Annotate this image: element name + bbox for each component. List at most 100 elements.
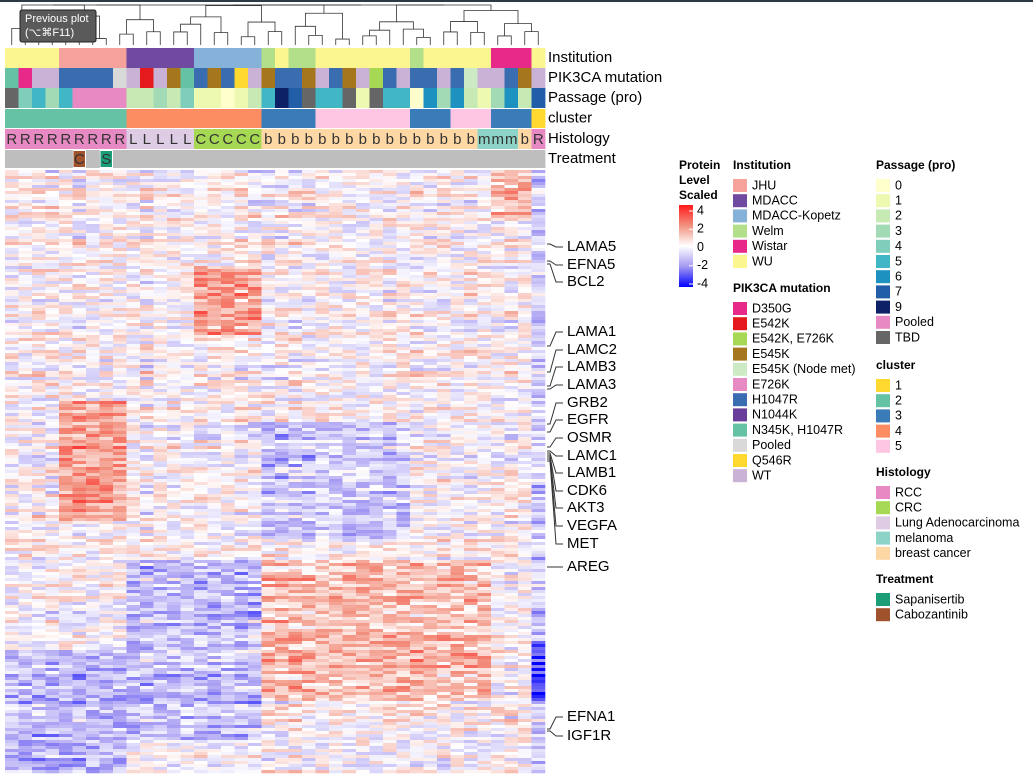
- heatmap-cell: [383, 191, 397, 195]
- heatmap-cell: [5, 407, 19, 411]
- heatmap-cell: [504, 356, 519, 360]
- heatmap-cell: [126, 323, 141, 327]
- heatmap-cell: [342, 398, 357, 402]
- heatmap-cell: [275, 179, 289, 183]
- heatmap-cell: [531, 251, 546, 255]
- heatmap-cell: [180, 308, 195, 312]
- heatmap-cell: [288, 224, 303, 228]
- heatmap-cell: [531, 287, 546, 291]
- heatmap-cell: [477, 278, 492, 282]
- heatmap-cell: [437, 533, 451, 537]
- heatmap-cell: [464, 215, 478, 219]
- heatmap-cell: [423, 392, 438, 396]
- heatmap-cell: [126, 272, 141, 276]
- heatmap-cell: [180, 248, 195, 252]
- heatmap-cell: [491, 299, 505, 303]
- heatmap-cell: [383, 416, 397, 420]
- heatmap-cell: [72, 524, 87, 528]
- heatmap-cell: [302, 368, 316, 372]
- heatmap-cell: [410, 437, 424, 441]
- heatmap-cell: [18, 356, 33, 360]
- heatmap-cell: [180, 230, 195, 234]
- heatmap-cell: [207, 230, 222, 234]
- heatmap-cell: [464, 266, 478, 270]
- heatmap-cell: [261, 227, 276, 231]
- heatmap-cell: [32, 173, 46, 177]
- heatmap-cell: [504, 518, 519, 522]
- heatmap-cell: [248, 446, 262, 450]
- heatmap-cell: [140, 281, 154, 285]
- heatmap-cell: [342, 440, 357, 444]
- heatmap-cell: [140, 311, 154, 315]
- heatmap-cell: [491, 434, 505, 438]
- heatmap-cell: [491, 536, 505, 540]
- heatmap-cell: [315, 374, 330, 378]
- heatmap-cell: [464, 431, 478, 435]
- heatmap-cell: [261, 173, 276, 177]
- heatmap-cell: [437, 296, 451, 300]
- heatmap-cell: [72, 221, 87, 225]
- heatmap-cell: [342, 227, 357, 231]
- heatmap-cell: [531, 494, 546, 498]
- heatmap-cell: [248, 287, 262, 291]
- heatmap-cell: [288, 275, 303, 279]
- heatmap-cell: [207, 245, 222, 249]
- heatmap-cell: [464, 482, 478, 486]
- heatmap-cell: [383, 182, 397, 186]
- heatmap-cell: [113, 479, 127, 483]
- heatmap-cell: [504, 260, 519, 264]
- heatmap-cell: [410, 356, 424, 360]
- heatmap-cell: [477, 323, 492, 327]
- heatmap-cell: [72, 269, 87, 273]
- heatmap-cell: [180, 455, 195, 459]
- heatmap-cell: [45, 410, 60, 414]
- heatmap-cell: [5, 374, 19, 378]
- heatmap-cell: [302, 170, 316, 174]
- heatmap-cell: [194, 317, 208, 321]
- heatmap-cell: [72, 191, 87, 195]
- heatmap-cell: [518, 308, 532, 312]
- heatmap-cell: [369, 461, 384, 465]
- heatmap-cell: [504, 395, 519, 399]
- heatmap-cell: [261, 194, 276, 198]
- heatmap-cell: [234, 374, 249, 378]
- heatmap-cell: [302, 410, 316, 414]
- heatmap-cell: [140, 317, 154, 321]
- heatmap-cell: [531, 449, 546, 453]
- heatmap-cell: [342, 410, 357, 414]
- heatmap-cell: [126, 470, 141, 474]
- heatmap-cell: [477, 371, 492, 375]
- heatmap-cell: [99, 260, 114, 264]
- heatmap-cell: [32, 527, 46, 531]
- heatmap-cell: [207, 491, 222, 495]
- heatmap-cell: [113, 296, 127, 300]
- heatmap-cell: [450, 323, 465, 327]
- heatmap-cell: [221, 461, 235, 465]
- dendrogram-branch: [362, 35, 377, 45]
- heatmap-cell: [437, 341, 451, 345]
- heatmap-cell: [153, 422, 168, 426]
- heatmap-cell: [450, 521, 465, 525]
- heatmap-cell: [518, 182, 532, 186]
- heatmap-cell: [423, 428, 438, 432]
- heatmap-cell: [450, 338, 465, 342]
- heatmap-cell: [32, 470, 46, 474]
- heatmap-cell: [342, 386, 357, 390]
- heatmap-cell: [342, 377, 357, 381]
- heatmap-cell: [248, 512, 262, 516]
- heatmap-cell: [180, 227, 195, 231]
- heatmap-cell: [437, 323, 451, 327]
- heatmap-cell: [207, 506, 222, 510]
- heatmap-cell: [32, 425, 46, 429]
- heatmap-cell: [477, 410, 492, 414]
- heatmap-cell: [45, 449, 60, 453]
- heatmap-cell: [410, 398, 424, 402]
- heatmap-cell: [464, 242, 478, 246]
- heatmap-cell: [423, 425, 438, 429]
- heatmap-cell: [302, 251, 316, 255]
- heatmap-cell: [86, 461, 100, 465]
- heatmap-cell: [261, 425, 276, 429]
- heatmap-cell: [207, 383, 222, 387]
- heatmap-cell: [423, 407, 438, 411]
- heatmap-cell: [437, 332, 451, 336]
